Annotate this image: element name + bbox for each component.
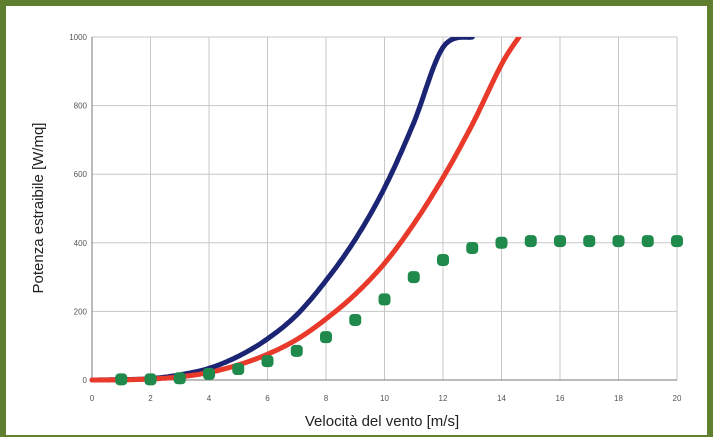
y-axis-title: Potenza estraibile [W/mq] [30,123,47,294]
y-tick-label: 600 [74,170,88,179]
data-point [144,373,157,386]
x-tick-label: 6 [265,394,270,403]
data-point [378,293,391,306]
axes [91,37,677,381]
y-tick-label: 400 [74,239,88,248]
data-point [349,313,362,326]
data-point [524,235,537,248]
y-tick-label: 1000 [69,33,87,42]
x-tick-label: 2 [148,394,153,403]
data-point [554,235,566,248]
x-tick-label: 10 [380,394,389,403]
data-point [261,355,274,368]
data-point [671,235,683,248]
x-tick-label: 18 [614,394,623,403]
data-point [115,373,128,386]
data-point [495,236,508,249]
data-point [320,331,332,344]
data-point [641,235,654,248]
data-point [232,363,245,376]
data-point [290,344,303,357]
data-point [407,271,420,284]
data-point [583,235,596,248]
y-tick-label: 800 [74,102,88,111]
data-point [612,235,625,248]
x-tick-label: 0 [90,394,95,403]
series-line-1 [89,37,522,383]
x-tick-label: 12 [439,394,448,403]
gridlines [92,36,678,380]
x-tick-label: 4 [207,394,212,403]
x-tick-label: 14 [497,394,506,403]
x-tick-label: 16 [556,394,565,403]
x-tick-label: 20 [673,394,682,403]
data-point [437,253,449,266]
data-point [173,372,186,385]
x-axis-title: Velocità del vento [m/s] [305,413,459,430]
y-tick-label: 200 [74,307,88,316]
y-tick-label: 0 [83,376,88,385]
data-point [203,367,215,380]
series-layer [89,37,683,386]
x-tick-label: 8 [324,394,329,403]
data-point [466,241,479,254]
series-line-0 [89,37,475,383]
